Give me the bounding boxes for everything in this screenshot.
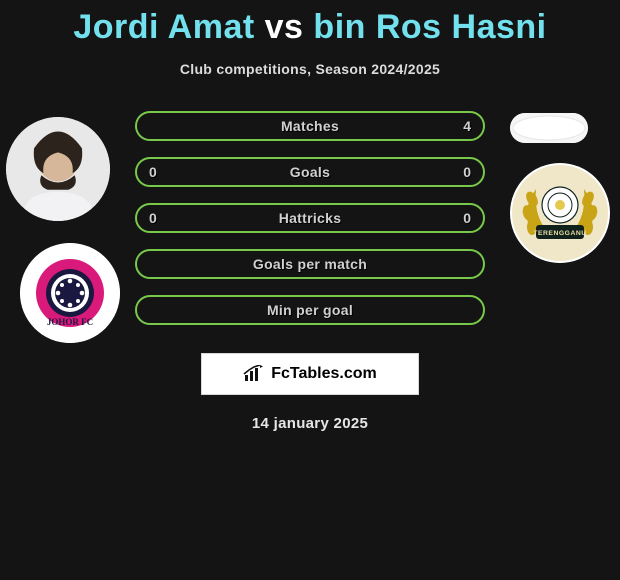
stat-row-hattricks: 0 Hattricks 0 (135, 203, 485, 233)
player-a-name: Jordi Amat (73, 8, 254, 46)
stat-right-value: 4 (463, 119, 471, 133)
stat-row-goals: 0 Goals 0 (135, 157, 485, 187)
stat-label: Matches (281, 119, 339, 133)
player-a-avatar (6, 117, 110, 221)
stat-left-value: 0 (149, 165, 157, 179)
svg-text:JOHOR FC: JOHOR FC (47, 317, 93, 327)
player-b-flag (510, 113, 588, 143)
page-title: Jordi Amat vs bin Ros Hasni (0, 0, 620, 47)
stat-label: Min per goal (267, 303, 353, 317)
stat-label: Goals (290, 165, 330, 179)
brand-attribution: FcTables.com (201, 353, 419, 395)
generated-date: 14 january 2025 (0, 415, 620, 432)
stat-row-goals-per-match: Goals per match (135, 249, 485, 279)
brand-text-rest: Tables.com (290, 365, 377, 382)
stat-pill-stack: Matches 4 0 Goals 0 0 Hattricks 0 Goals … (135, 111, 485, 325)
brand-text-strong: Fc (271, 365, 290, 382)
stat-right-value: 0 (463, 165, 471, 179)
stat-label: Hattricks (279, 211, 342, 225)
stat-row-min-per-goal: Min per goal (135, 295, 485, 325)
bar-chart-icon (243, 365, 265, 383)
vs-separator: vs (265, 8, 304, 46)
comparison-arena: JOHOR FC TERENG (0, 111, 620, 325)
stat-row-matches: Matches 4 (135, 111, 485, 141)
stat-right-value: 0 (463, 211, 471, 225)
svg-text:TERENGGANU: TERENGGANU (533, 230, 586, 237)
brand-text: FcTables.com (271, 365, 377, 383)
player-a-club-crest: JOHOR FC (20, 243, 120, 343)
player-b-club-crest: TERENGGANU (510, 163, 610, 263)
stat-label: Goals per match (253, 257, 367, 271)
subtitle: Club competitions, Season 2024/2025 (0, 61, 620, 77)
player-b-name: bin Ros Hasni (313, 8, 546, 46)
stat-left-value: 0 (149, 211, 157, 225)
